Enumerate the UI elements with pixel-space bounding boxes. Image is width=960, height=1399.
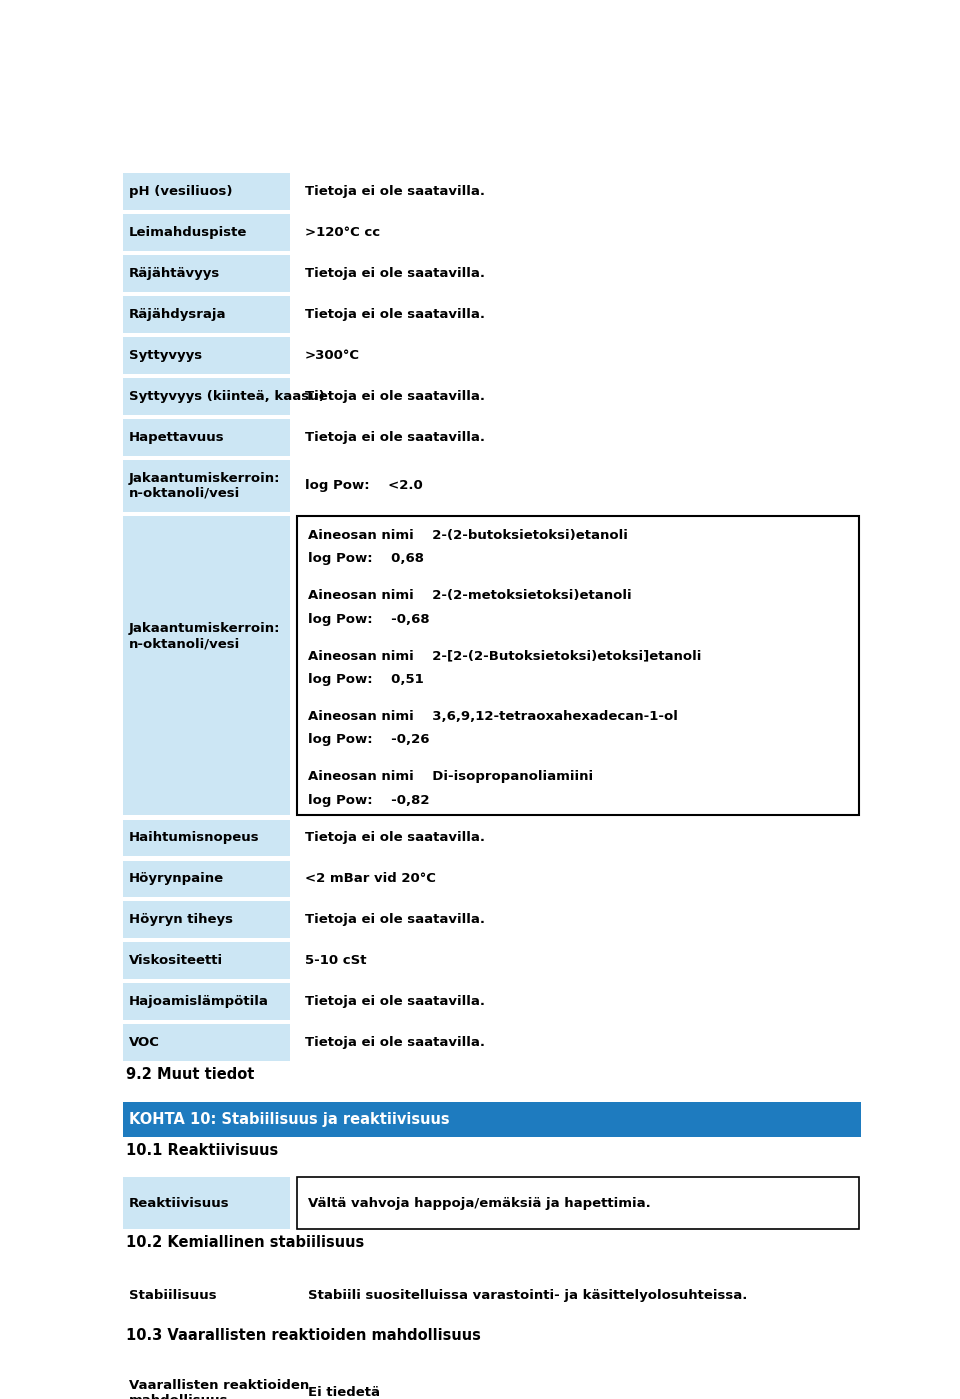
Text: Hajoamislämpötila: Hajoamislämpötila bbox=[129, 995, 269, 1009]
Text: Aineosan nimi    Di-isopropanoliamiini: Aineosan nimi Di-isopropanoliamiini bbox=[308, 769, 593, 783]
Bar bbox=[297, 1177, 859, 1228]
Text: Syttyvyys (kiinteä, kaasu): Syttyvyys (kiinteä, kaasu) bbox=[129, 390, 324, 403]
Bar bbox=[123, 516, 290, 816]
Text: Aineosan nimi    2-[2-(2-Butoksietoksi)etoksi]etanoli: Aineosan nimi 2-[2-(2-Butoksietoksi)etok… bbox=[308, 649, 702, 662]
Text: log Pow:    -0,68: log Pow: -0,68 bbox=[308, 613, 430, 625]
Text: VOC: VOC bbox=[129, 1037, 159, 1049]
Bar bbox=[123, 1363, 290, 1399]
Bar bbox=[123, 1270, 290, 1322]
Bar bbox=[123, 901, 290, 939]
Text: 10.2 Kemiallinen stabiilisuus: 10.2 Kemiallinen stabiilisuus bbox=[126, 1235, 364, 1251]
Bar bbox=[123, 460, 290, 512]
Text: log Pow:    <2.0: log Pow: <2.0 bbox=[304, 480, 422, 492]
Bar bbox=[297, 1363, 859, 1399]
Text: Tietoja ei ole saatavilla.: Tietoja ei ole saatavilla. bbox=[304, 431, 485, 443]
Text: >300°C: >300°C bbox=[304, 348, 359, 362]
Bar bbox=[297, 516, 859, 816]
Text: pH (vesiliuos): pH (vesiliuos) bbox=[129, 185, 232, 199]
Text: Vaarallisten reaktioiden
mahdollisuus: Vaarallisten reaktioiden mahdollisuus bbox=[129, 1378, 309, 1399]
Text: Viskositeetti: Viskositeetti bbox=[129, 954, 223, 967]
Bar bbox=[123, 1177, 290, 1228]
Text: 9.2 Muut tiedot: 9.2 Muut tiedot bbox=[126, 1067, 254, 1083]
Text: Tietoja ei ole saatavilla.: Tietoja ei ole saatavilla. bbox=[304, 995, 485, 1009]
Text: log Pow:    -0,26: log Pow: -0,26 bbox=[308, 733, 430, 747]
Text: Tietoja ei ole saatavilla.: Tietoja ei ole saatavilla. bbox=[304, 308, 485, 320]
Bar bbox=[123, 943, 290, 979]
Text: Aineosan nimi    2-(2-butoksietoksi)etanoli: Aineosan nimi 2-(2-butoksietoksi)etanoli bbox=[308, 529, 628, 541]
Text: Tietoja ei ole saatavilla.: Tietoja ei ole saatavilla. bbox=[304, 1037, 485, 1049]
Text: Höyrynpaine: Höyrynpaine bbox=[129, 873, 224, 886]
Text: Hapettavuus: Hapettavuus bbox=[129, 431, 225, 443]
Text: 5-10 cSt: 5-10 cSt bbox=[304, 954, 366, 967]
Text: Tietoja ei ole saatavilla.: Tietoja ei ole saatavilla. bbox=[304, 390, 485, 403]
Text: Jakaantumiskerroin:
n-oktanoli/vesi: Jakaantumiskerroin: n-oktanoli/vesi bbox=[129, 623, 280, 651]
Text: log Pow:    -0,82: log Pow: -0,82 bbox=[308, 793, 430, 807]
Text: <2 mBar vid 20°C: <2 mBar vid 20°C bbox=[304, 873, 436, 886]
Text: Höyryn tiheys: Höyryn tiheys bbox=[129, 914, 233, 926]
Text: Stabiili suositelluissa varastointi- ja käsittelyolosuhteissa.: Stabiili suositelluissa varastointi- ja … bbox=[308, 1290, 748, 1302]
Text: Aineosan nimi    2-(2-metoksietoksi)etanoli: Aineosan nimi 2-(2-metoksietoksi)etanoli bbox=[308, 589, 632, 602]
Text: Tietoja ei ole saatavilla.: Tietoja ei ole saatavilla. bbox=[304, 267, 485, 280]
Bar bbox=[123, 820, 290, 856]
Text: Jakaantumiskerroin:
n-oktanoli/vesi: Jakaantumiskerroin: n-oktanoli/vesi bbox=[129, 471, 280, 499]
Text: Ei tiedetä: Ei tiedetä bbox=[308, 1386, 380, 1399]
Text: Tietoja ei ole saatavilla.: Tietoja ei ole saatavilla. bbox=[304, 831, 485, 845]
Text: log Pow:    0,51: log Pow: 0,51 bbox=[308, 673, 424, 686]
Bar bbox=[123, 297, 290, 333]
Text: KOHTA 10: Stabiilisuus ja reaktiivisuus: KOHTA 10: Stabiilisuus ja reaktiivisuus bbox=[129, 1112, 449, 1128]
Bar bbox=[123, 173, 290, 210]
Text: log Pow:    0,68: log Pow: 0,68 bbox=[308, 553, 424, 565]
Text: Räjähdysraja: Räjähdysraja bbox=[129, 308, 227, 320]
Text: Haihtumisnopeus: Haihtumisnopeus bbox=[129, 831, 259, 845]
Bar bbox=[123, 418, 290, 456]
Bar bbox=[123, 378, 290, 414]
Text: Vältä vahvoja happoja/emäksiä ja hapettimia.: Vältä vahvoja happoja/emäksiä ja hapetti… bbox=[308, 1196, 651, 1210]
Bar bbox=[297, 1270, 859, 1322]
Text: Stabiilisuus: Stabiilisuus bbox=[129, 1290, 217, 1302]
Text: 10.1 Reaktiivisuus: 10.1 Reaktiivisuus bbox=[126, 1143, 278, 1158]
Bar bbox=[123, 255, 290, 292]
Text: Leimahduspiste: Leimahduspiste bbox=[129, 227, 248, 239]
Bar bbox=[123, 1024, 290, 1060]
Text: Räjähtävyys: Räjähtävyys bbox=[129, 267, 220, 280]
Bar bbox=[123, 983, 290, 1020]
Text: >120°C cc: >120°C cc bbox=[304, 227, 379, 239]
Text: Syttyvyys: Syttyvyys bbox=[129, 348, 202, 362]
Text: Tietoja ei ole saatavilla.: Tietoja ei ole saatavilla. bbox=[304, 185, 485, 199]
Bar bbox=[123, 1102, 861, 1137]
Bar bbox=[123, 337, 290, 374]
Text: Tietoja ei ole saatavilla.: Tietoja ei ole saatavilla. bbox=[304, 914, 485, 926]
Text: Reaktiivisuus: Reaktiivisuus bbox=[129, 1196, 229, 1210]
Text: Aineosan nimi    3,6,9,12-tetraoxahexadecan-1-ol: Aineosan nimi 3,6,9,12-tetraoxahexadecan… bbox=[308, 709, 678, 723]
Bar bbox=[123, 860, 290, 897]
Text: 10.3 Vaarallisten reaktioiden mahdollisuus: 10.3 Vaarallisten reaktioiden mahdollisu… bbox=[126, 1328, 481, 1343]
Bar bbox=[123, 214, 290, 250]
